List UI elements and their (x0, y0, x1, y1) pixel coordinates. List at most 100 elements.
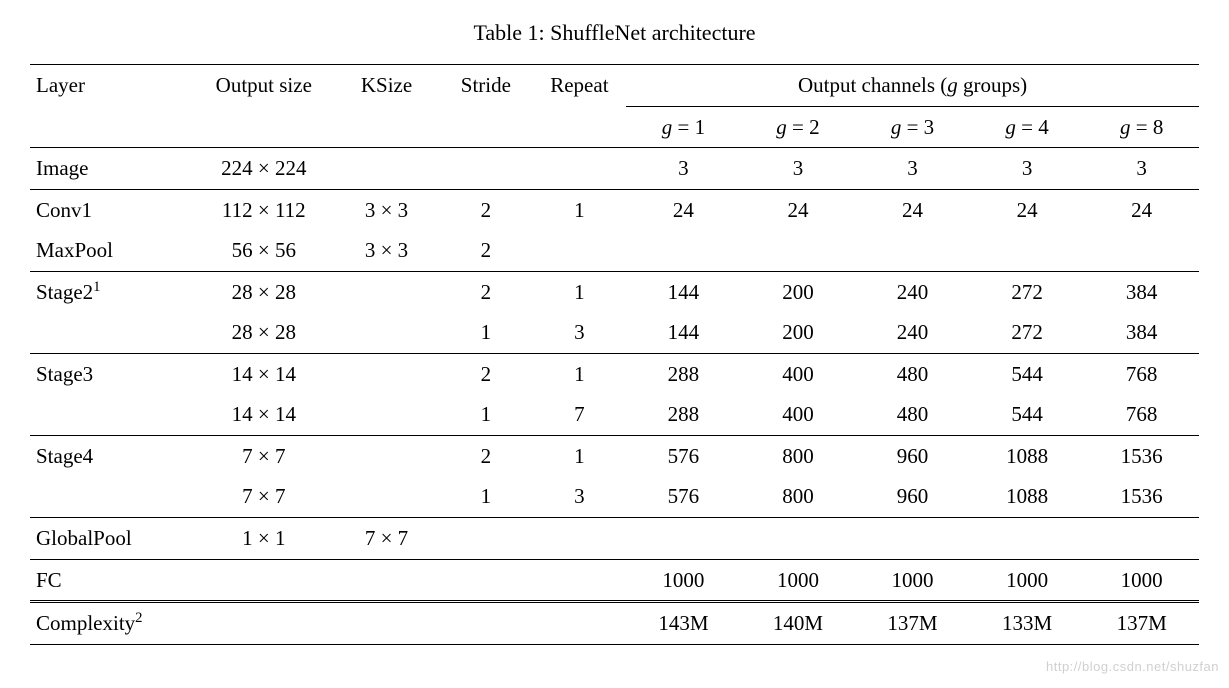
cell-ksize (334, 602, 439, 645)
cell-g2: 24 (741, 189, 856, 230)
col-header-repeat: Repeat (533, 65, 627, 148)
table-row: MaxPool 56 × 56 3 × 3 2 (30, 230, 1199, 271)
cell-repeat (533, 518, 627, 560)
cell-g4: 272 (970, 312, 1085, 353)
col-header-g2: g = 2 (741, 106, 856, 148)
cell-g4: 133M (970, 602, 1085, 645)
cell-g2: 400 (741, 394, 856, 435)
cell-g2 (741, 518, 856, 560)
cell-g4: 1000 (970, 559, 1085, 602)
col-header-ksize: KSize (334, 65, 439, 148)
table-caption: Table 1: ShuffleNet architecture (30, 20, 1199, 46)
footnote-marker: 1 (93, 279, 100, 295)
cell-osize: 14 × 14 (194, 394, 334, 435)
cell-g8: 768 (1084, 394, 1199, 435)
group-title-suffix: groups) (958, 73, 1027, 97)
col-header-g3: g = 3 (855, 106, 970, 148)
cell-ksize: 7 × 7 (334, 518, 439, 560)
cell-g3: 240 (855, 312, 970, 353)
cell-repeat (533, 559, 627, 602)
cell-layer (30, 312, 194, 353)
cell-g1: 576 (626, 435, 741, 476)
cell-g8: 1536 (1084, 476, 1199, 517)
table-row: Image 224 × 224 3 3 3 3 3 (30, 148, 1199, 190)
cell-g3: 960 (855, 435, 970, 476)
cell-g2: 200 (741, 271, 856, 312)
watermark-text: http://blog.csdn.net/shuzfan (1046, 659, 1219, 674)
cell-repeat (533, 230, 627, 271)
cell-g8 (1084, 518, 1199, 560)
cell-osize: 7 × 7 (194, 435, 334, 476)
cell-stride: 1 (439, 476, 533, 517)
cell-g2: 140M (741, 602, 856, 645)
cell-layer: Image (30, 148, 194, 190)
cell-g3: 240 (855, 271, 970, 312)
table-row: Stage4 7 × 7 2 1 576 800 960 1088 1536 (30, 435, 1199, 476)
cell-layer-text: Stage2 (36, 280, 93, 304)
cell-stride: 2 (439, 271, 533, 312)
table-row: 14 × 14 1 7 288 400 480 544 768 (30, 394, 1199, 435)
cell-layer: GlobalPool (30, 518, 194, 560)
cell-g2: 3 (741, 148, 856, 190)
cell-g3: 960 (855, 476, 970, 517)
table-row: FC 1000 1000 1000 1000 1000 (30, 559, 1199, 602)
cell-g4 (970, 230, 1085, 271)
cell-layer: Stage4 (30, 435, 194, 476)
cell-repeat (533, 602, 627, 645)
cell-g4: 1088 (970, 476, 1085, 517)
cell-g8: 3 (1084, 148, 1199, 190)
cell-osize: 7 × 7 (194, 476, 334, 517)
cell-layer (30, 394, 194, 435)
cell-repeat: 7 (533, 394, 627, 435)
cell-osize: 56 × 56 (194, 230, 334, 271)
cell-stride: 2 (439, 353, 533, 394)
cell-osize: 14 × 14 (194, 353, 334, 394)
cell-stride: 2 (439, 230, 533, 271)
cell-ksize (334, 559, 439, 602)
cell-g1: 144 (626, 271, 741, 312)
cell-g1 (626, 230, 741, 271)
cell-g4: 544 (970, 353, 1085, 394)
cell-layer: Complexity2 (30, 602, 194, 645)
cell-osize (194, 559, 334, 602)
cell-repeat: 1 (533, 353, 627, 394)
cell-g3: 480 (855, 353, 970, 394)
col-header-stride: Stride (439, 65, 533, 148)
col-header-output-size: Output size (194, 65, 334, 148)
cell-g3: 1000 (855, 559, 970, 602)
cell-g8: 137M (1084, 602, 1199, 645)
cell-g4 (970, 518, 1085, 560)
cell-stride (439, 148, 533, 190)
header-row-1: Layer Output size KSize Stride Repeat Ou… (30, 65, 1199, 107)
group-title-var: g (947, 73, 958, 97)
col-header-g4: g = 4 (970, 106, 1085, 148)
cell-ksize (334, 148, 439, 190)
col-header-g8: g = 8 (1084, 106, 1199, 148)
cell-repeat (533, 148, 627, 190)
table-row: 28 × 28 1 3 144 200 240 272 384 (30, 312, 1199, 353)
cell-g3: 3 (855, 148, 970, 190)
table-row: Complexity2 143M 140M 137M 133M 137M (30, 602, 1199, 645)
col-header-output-channels: Output channels (g groups) (626, 65, 1199, 107)
cell-g3: 24 (855, 189, 970, 230)
col-header-g1: g = 1 (626, 106, 741, 148)
table-row: Conv1 112 × 112 3 × 3 2 1 24 24 24 24 24 (30, 189, 1199, 230)
cell-layer: FC (30, 559, 194, 602)
cell-ksize: 3 × 3 (334, 230, 439, 271)
cell-g4: 544 (970, 394, 1085, 435)
cell-g8: 1000 (1084, 559, 1199, 602)
footnote-marker: 2 (135, 610, 142, 626)
cell-ksize (334, 394, 439, 435)
cell-layer: MaxPool (30, 230, 194, 271)
cell-ksize (334, 435, 439, 476)
cell-g8: 24 (1084, 189, 1199, 230)
architecture-table: Layer Output size KSize Stride Repeat Ou… (30, 64, 1199, 645)
cell-layer (30, 476, 194, 517)
cell-g3: 480 (855, 394, 970, 435)
cell-g8: 384 (1084, 271, 1199, 312)
cell-g8: 1536 (1084, 435, 1199, 476)
cell-g1: 288 (626, 394, 741, 435)
cell-g4: 3 (970, 148, 1085, 190)
cell-osize: 112 × 112 (194, 189, 334, 230)
cell-g1: 1000 (626, 559, 741, 602)
